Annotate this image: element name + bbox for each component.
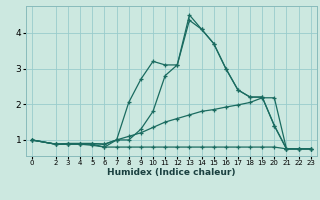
X-axis label: Humidex (Indice chaleur): Humidex (Indice chaleur) (107, 168, 236, 177)
